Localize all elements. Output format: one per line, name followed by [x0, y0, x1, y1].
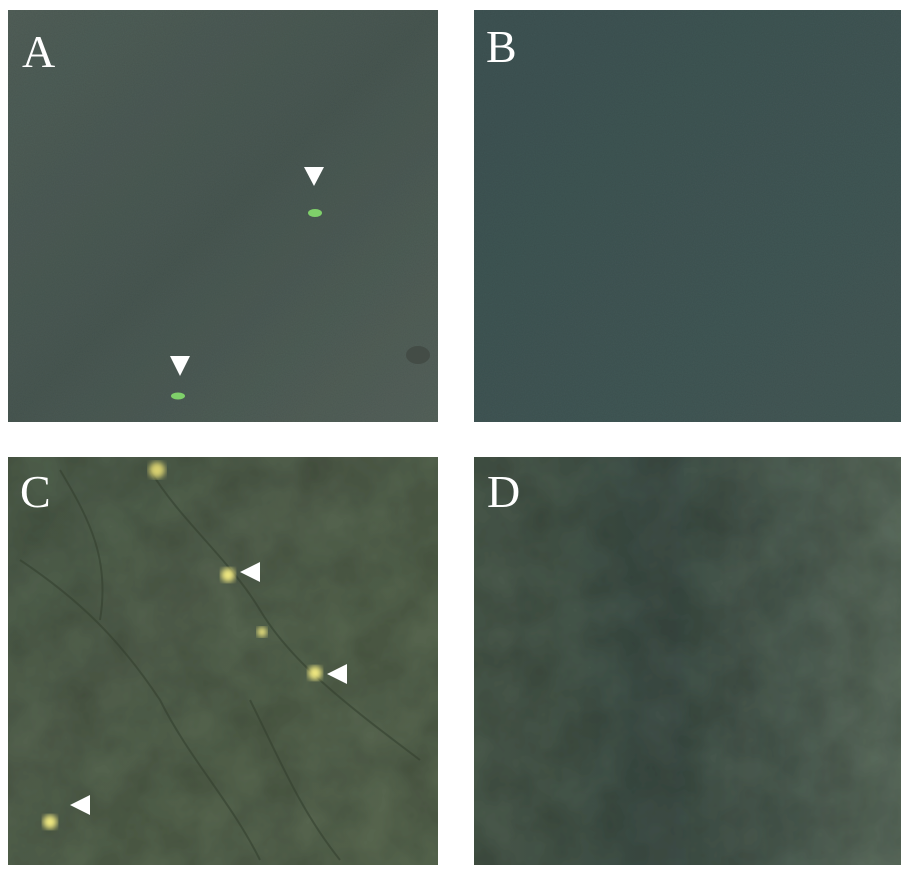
- panel-label: B: [486, 21, 517, 72]
- panel-label: A: [22, 26, 55, 77]
- artifact: [406, 346, 430, 364]
- panel-label: D: [487, 466, 520, 517]
- panel-label: C: [20, 466, 51, 517]
- fluorescent-cell: [308, 209, 322, 217]
- fluorescent-cell: [171, 393, 185, 400]
- panel-c: C: [8, 457, 438, 865]
- panel-d: D: [474, 457, 901, 865]
- figure: A B C D: [0, 0, 901, 865]
- micrograph: [474, 457, 901, 865]
- panel-b: B: [474, 10, 901, 422]
- micrograph: [474, 10, 901, 422]
- panel-a: A: [8, 10, 438, 422]
- micrograph: [8, 10, 438, 422]
